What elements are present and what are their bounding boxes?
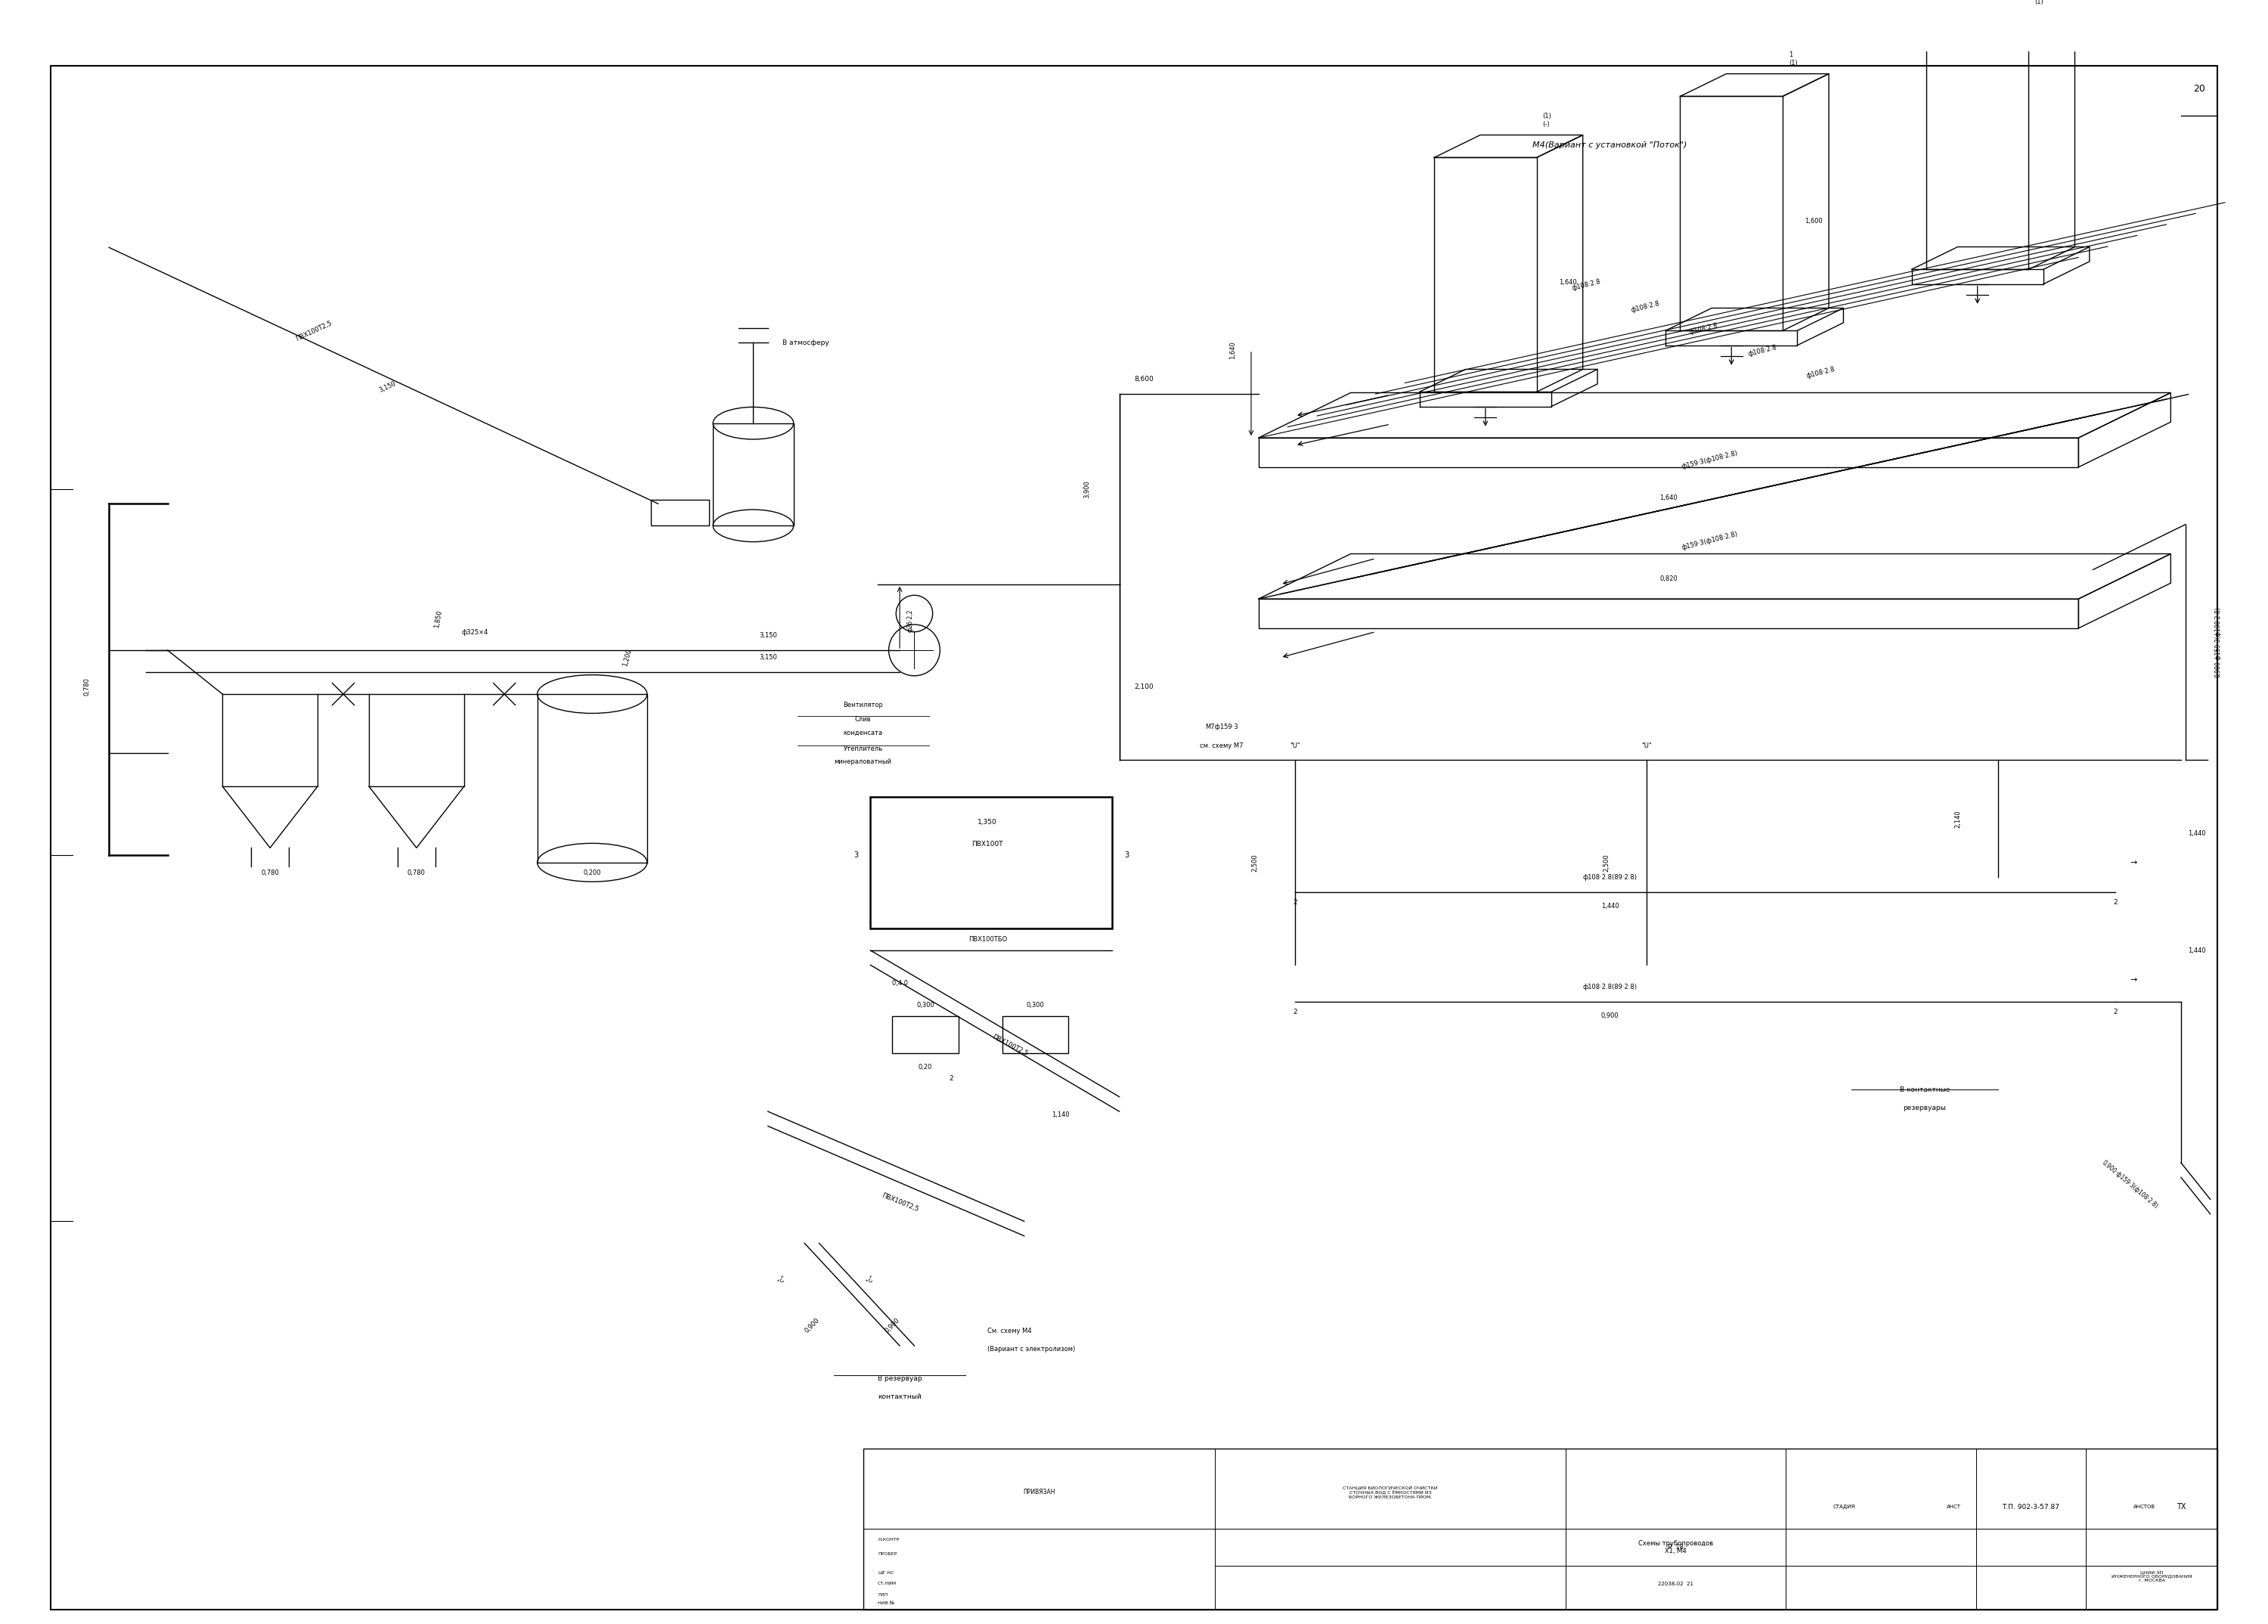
Text: контактный: контактный bbox=[878, 1393, 921, 1400]
Text: 2: 2 bbox=[948, 1075, 953, 1082]
Text: В резервуар: В резервуар bbox=[878, 1376, 921, 1382]
Text: НИВ №: НИВ № bbox=[878, 1601, 894, 1606]
Text: 1,640: 1,640 bbox=[1558, 279, 1576, 286]
Text: АНСТОВ: АНСТОВ bbox=[2134, 1504, 2155, 1509]
Text: ПВХ100Т2,5: ПВХ100Т2,5 bbox=[295, 320, 333, 343]
Text: ф108·2.8: ф108·2.8 bbox=[1572, 278, 1601, 292]
Text: Слив: Слив bbox=[855, 716, 871, 723]
Text: 0,4 0: 0,4 0 bbox=[891, 979, 907, 986]
Bar bbox=[891, 1017, 959, 1052]
Text: 1,440: 1,440 bbox=[1601, 903, 1619, 909]
Bar bbox=[1002, 1017, 1068, 1052]
Text: 2: 2 bbox=[1293, 1009, 1297, 1015]
Text: 2: 2 bbox=[2114, 1009, 2118, 1015]
Text: "U": "U" bbox=[1290, 742, 1300, 749]
Text: 3,150: 3,150 bbox=[760, 654, 778, 661]
Text: СТАДИЯ: СТАДИЯ bbox=[1833, 1504, 1855, 1509]
Text: См. схему М4: См. схему М4 bbox=[987, 1328, 1032, 1335]
Text: ф108·2.8: ф108·2.8 bbox=[1805, 365, 1835, 380]
Text: 0,900·ф159·3(ф108·2.8): 0,900·ф159·3(ф108·2.8) bbox=[2100, 1160, 2159, 1210]
Text: 0,20: 0,20 bbox=[919, 1064, 932, 1070]
Text: ПВХ100Т: ПВХ100Т bbox=[971, 841, 1002, 848]
Text: 1,200: 1,200 bbox=[621, 648, 633, 667]
Text: Утеплитель: Утеплитель bbox=[844, 745, 882, 752]
Text: М4(Вариант с установкой "Поток"): М4(Вариант с установкой "Поток") bbox=[1533, 141, 1687, 149]
Text: ГИП: ГИП bbox=[878, 1593, 887, 1596]
Text: 0,300: 0,300 bbox=[916, 1002, 934, 1009]
Bar bbox=[871, 797, 1111, 929]
Bar bbox=[712, 424, 794, 526]
Text: 0,900: 0,900 bbox=[803, 1317, 821, 1333]
Text: ф26·2,2: ф26·2,2 bbox=[907, 609, 914, 632]
Text: Схемы трубопроводов
Х1, М4: Схемы трубопроводов Х1, М4 bbox=[1637, 1540, 1712, 1554]
Text: "с": "с" bbox=[864, 1275, 875, 1286]
Text: 1,350: 1,350 bbox=[978, 818, 998, 825]
Text: 22038-02  21: 22038-02 21 bbox=[1658, 1582, 1694, 1587]
Text: АНСТ: АНСТ bbox=[1946, 1504, 1962, 1509]
Text: "U": "U" bbox=[1642, 742, 1651, 749]
Text: (1)
(-): (1) (-) bbox=[1542, 114, 1551, 128]
Text: 3,900: 3,900 bbox=[1084, 481, 1091, 499]
Text: 1,440: 1,440 bbox=[2189, 947, 2207, 953]
Text: ПРОБЕР: ПРОБЕР bbox=[878, 1553, 896, 1556]
Text: 0,900: 0,900 bbox=[1601, 1013, 1619, 1020]
Text: ф108·2.8: ф108·2.8 bbox=[1631, 300, 1660, 313]
Text: (Вариант с электролизом): (Вариант с электролизом) bbox=[987, 1346, 1075, 1353]
Text: В атмосферу: В атмосферу bbox=[782, 339, 830, 346]
Text: ф159·3(ф108·2.8): ф159·3(ф108·2.8) bbox=[1681, 450, 1737, 471]
Text: ПВХ100Т2,5: ПВХ100Т2,5 bbox=[991, 1033, 1030, 1057]
Text: 20: 20 bbox=[2193, 84, 2204, 94]
Text: Вентилятор: Вентилятор bbox=[844, 702, 882, 708]
Text: 0,780: 0,780 bbox=[408, 870, 426, 877]
Text: 1,600: 1,600 bbox=[1805, 218, 1823, 224]
Text: М7ф159·3: М7ф159·3 bbox=[1204, 724, 1238, 731]
Text: 0,780: 0,780 bbox=[84, 677, 91, 695]
Text: 3,150: 3,150 bbox=[379, 380, 397, 395]
Text: ЦНИИ ЭП
ИНЖЕНЕРНОГО ОБОРУДОВАНИЯ
г. МОСКВА: ЦНИИ ЭП ИНЖЕНЕРНОГО ОБОРУДОВАНИЯ г. МОСК… bbox=[2112, 1570, 2191, 1583]
Text: 0,780: 0,780 bbox=[261, 870, 279, 877]
Text: 1,640: 1,640 bbox=[1229, 341, 1236, 359]
Bar bbox=[1259, 438, 2077, 468]
Text: 1
(1): 1 (1) bbox=[2034, 0, 2043, 5]
Text: 2,500: 2,500 bbox=[1603, 854, 1610, 872]
Text: СТАНЦИЯ БИОЛОГИЧЕСКОЙ ОЧИСТКИ
СТОЧНЫХ ВОД С ЁМКОСТЯМИ ИЗ
БОРНОГО ЖЕЛЕЗОБЕТОНА ПР: СТАНЦИЯ БИОЛОГИЧЕСКОЙ ОЧИСТКИ СТОЧНЫХ ВО… bbox=[1343, 1486, 1438, 1499]
Text: ПВХ100Т2,5: ПВХ100Т2,5 bbox=[880, 1192, 919, 1213]
Text: 0,820: 0,820 bbox=[1660, 575, 1678, 581]
Text: 0,900: 0,900 bbox=[885, 1317, 900, 1333]
Text: ф108·2.8: ф108·2.8 bbox=[1746, 344, 1778, 357]
Text: 3: 3 bbox=[853, 851, 857, 859]
Text: ПВХ100ТБО: ПВХ100ТБО bbox=[968, 935, 1007, 942]
Text: 1,140: 1,140 bbox=[1052, 1111, 1070, 1119]
Text: 2,140: 2,140 bbox=[1955, 810, 1962, 828]
Text: 3: 3 bbox=[1125, 851, 1129, 859]
Text: ТХ: ТХ bbox=[2177, 1504, 2186, 1510]
Text: →: → bbox=[2130, 976, 2136, 984]
Text: 0,300: 0,300 bbox=[1025, 1002, 1043, 1009]
Text: 1,640: 1,640 bbox=[1660, 495, 1678, 502]
Text: 2,500: 2,500 bbox=[1252, 854, 1259, 872]
Text: ф108·2.8(89·2.8): ф108·2.8(89·2.8) bbox=[1583, 984, 1637, 991]
Text: 8,600: 8,600 bbox=[1134, 375, 1154, 383]
Text: Н.КОНТР: Н.КОНТР bbox=[878, 1538, 898, 1541]
Text: ф159·3(ф108·2.8): ф159·3(ф108·2.8) bbox=[1681, 531, 1737, 551]
Text: СТ.НИМ: СТ.НИМ bbox=[878, 1582, 896, 1585]
Bar bbox=[1259, 599, 2077, 628]
Text: ф108·2.8: ф108·2.8 bbox=[1687, 322, 1719, 336]
Text: "с": "с" bbox=[778, 1275, 789, 1286]
Text: 2: 2 bbox=[1293, 900, 1297, 906]
Text: Р  18: Р 18 bbox=[1667, 1544, 1683, 1551]
Text: В контактные: В контактные bbox=[1901, 1086, 1950, 1093]
Text: 0,200: 0,200 bbox=[583, 870, 601, 877]
Text: ф108·2.8(89·2.8): ф108·2.8(89·2.8) bbox=[1583, 874, 1637, 880]
Text: 2: 2 bbox=[2114, 900, 2118, 906]
Bar bbox=[651, 500, 710, 526]
Text: 1,850: 1,850 bbox=[433, 609, 442, 628]
Text: 1
(1): 1 (1) bbox=[1789, 52, 1799, 67]
Text: конденсата: конденсата bbox=[844, 729, 882, 736]
Text: ШГ.НС: ШГ.НС bbox=[878, 1570, 894, 1575]
Text: Т.П. 902-3-57.87: Т.П. 902-3-57.87 bbox=[2003, 1504, 2059, 1510]
Text: ф325×4: ф325×4 bbox=[463, 628, 488, 635]
Text: см. схему М7: см. схему М7 bbox=[1200, 742, 1243, 749]
Text: →: → bbox=[2130, 859, 2136, 866]
Text: резервуары: резервуары bbox=[1903, 1104, 1946, 1111]
